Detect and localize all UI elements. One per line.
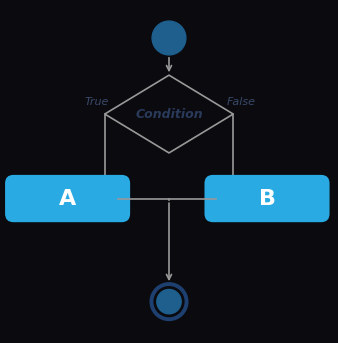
Text: False: False [227, 97, 256, 107]
Text: Condition: Condition [135, 108, 203, 120]
FancyBboxPatch shape [204, 175, 330, 222]
FancyBboxPatch shape [5, 175, 130, 222]
Circle shape [157, 289, 181, 314]
Text: True: True [84, 97, 108, 107]
Circle shape [152, 21, 186, 55]
Text: B: B [259, 189, 275, 209]
Text: A: A [59, 189, 76, 209]
